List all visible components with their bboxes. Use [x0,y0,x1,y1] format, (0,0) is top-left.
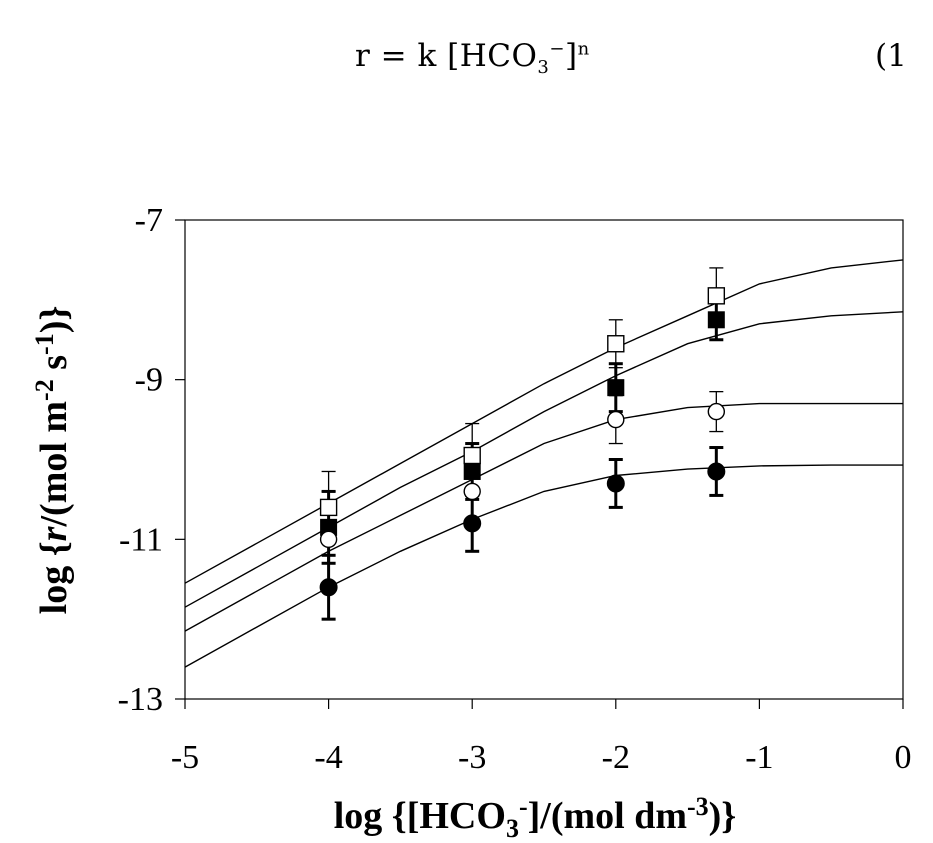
equation-number: (1 [875,38,907,74]
open-circle-marker [463,482,481,501]
filled-square-marker [707,311,725,329]
filled-square-marker [607,379,625,397]
open-circle-marker [319,530,338,549]
x-tick-label: -4 [314,739,342,776]
filled-square-marker [463,462,481,480]
plot-area [184,219,904,700]
open-circle-marker [607,410,625,429]
equation-charge: − [549,38,565,60]
fit-line [184,259,904,584]
y-axis-title: log {r/(mol m-2 s-1)} [30,306,75,615]
equation-lhs: r = k [HCO [355,38,538,74]
open-square-marker [319,498,338,517]
x-axis: -5 -4 -3 -2 -1 0 [171,699,912,776]
open-square-marker [607,335,625,353]
equation-text: r = k [HCO3−]n [355,38,590,78]
x-tick-label: -5 [171,739,199,776]
equation-exponent: n [577,38,590,60]
x-axis-title: log {[HCO3-]/(mol dm-3)} [334,792,737,843]
x-tick-label: -1 [745,739,773,776]
y-tick-label: -13 [118,681,163,718]
open-circle-marker [707,402,726,421]
y-tick-label: -9 [135,362,163,399]
x-tick-label: -3 [458,739,486,776]
fit-line [184,402,903,632]
y-tick-label: -7 [135,202,163,239]
equation-subscript: 3 [537,57,550,79]
y-axis-title-group: log {r/(mol m-2 s-1)} [30,306,75,615]
fit-line [184,464,903,668]
y-tick-label: -11 [119,521,163,558]
open-square-marker [463,446,481,465]
equation: r = k [HCO3−]n (1 [0,20,933,80]
equation-close-bracket: ] [564,38,578,74]
filled-circle-marker [707,462,726,481]
fit-lines [184,259,904,668]
filled-circle-marker [463,514,482,533]
x-tick-label: 0 [895,739,912,776]
y-axis: -13 -11 -9 -7 [118,202,185,718]
filled-circle-marker [606,474,625,493]
fit-line [184,311,904,608]
data-markers [319,287,726,597]
x-tick-label: -2 [602,739,630,776]
filled-circle-marker [319,578,338,597]
open-square-marker [707,287,726,305]
